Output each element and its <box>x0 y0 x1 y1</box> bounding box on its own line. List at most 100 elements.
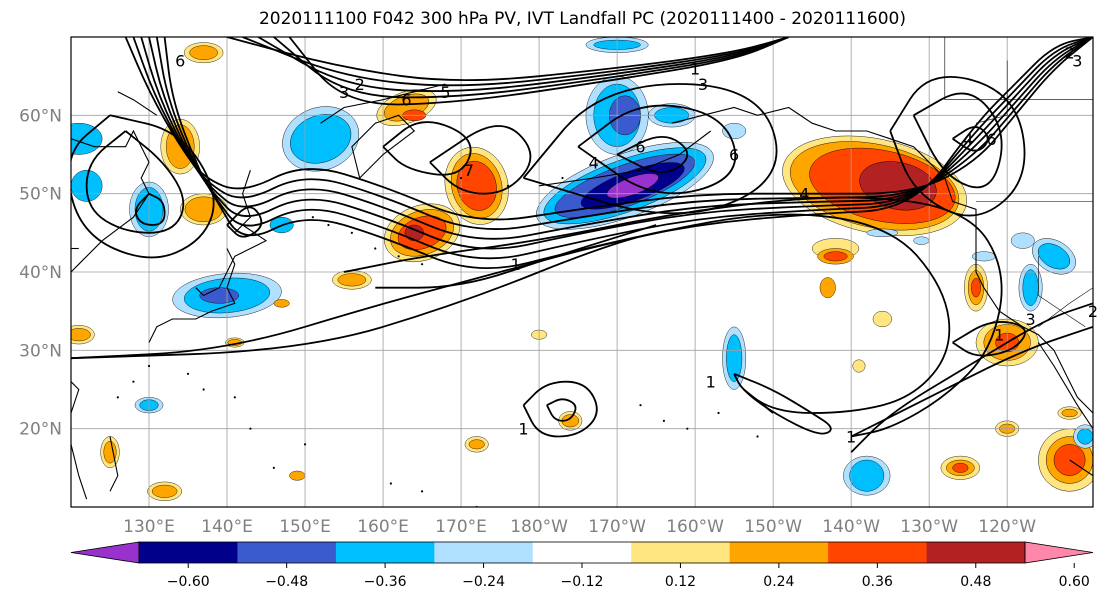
island <box>147 364 151 368</box>
x-tick-label: 180°W <box>510 517 568 537</box>
anomaly-fill <box>1061 408 1078 418</box>
anomaly-fill <box>1010 232 1035 249</box>
colorbar-segment <box>828 542 928 563</box>
pv-contour <box>522 380 598 438</box>
anomaly-fill <box>872 310 892 328</box>
island <box>327 223 330 227</box>
coastline <box>351 114 416 179</box>
chart-title: 2020111100 F042 300 hPa PV, IVT Landfall… <box>258 9 906 29</box>
anomaly-fill <box>290 114 352 164</box>
pv-contour <box>71 114 215 259</box>
contour-label: 6 <box>175 52 185 71</box>
island <box>311 216 314 219</box>
contour-label: 3 <box>698 75 708 94</box>
contour-label: 4 <box>799 185 809 204</box>
contour-label: 3 <box>339 83 349 102</box>
colorbar-tick-label: −0.24 <box>462 574 505 590</box>
pv-contour <box>850 325 1093 438</box>
coastline <box>1037 342 1093 430</box>
island <box>116 396 119 399</box>
pv-contour <box>577 104 737 195</box>
coastline <box>242 170 252 226</box>
coastline <box>539 130 712 187</box>
anomaly-fill <box>823 251 848 262</box>
island <box>397 255 400 258</box>
colorbar-tick-label: −0.12 <box>561 574 604 590</box>
x-tick-label: 130°W <box>900 517 958 537</box>
pv-contour <box>71 224 696 360</box>
contour-label: 5 <box>440 83 450 102</box>
island <box>717 411 720 415</box>
pv-contour <box>952 321 1026 357</box>
colorbar-tick-label: −0.60 <box>167 574 210 590</box>
y-tick-label: 50°N <box>19 185 62 205</box>
pv-contour <box>616 136 689 174</box>
anomaly-fill <box>726 334 743 382</box>
colorbar-segment <box>926 542 1026 563</box>
x-tick-label: 140°E <box>201 517 253 537</box>
colorbar-tick-label: 0.36 <box>862 574 893 590</box>
anomaly-fill <box>1053 444 1086 476</box>
contour-label: 2 <box>1088 302 1098 321</box>
contour-label: 1 <box>706 373 716 392</box>
island <box>186 372 190 375</box>
island <box>506 184 509 187</box>
y-tick-label: 30°N <box>19 341 62 361</box>
contour-label: 3 <box>1072 52 1082 71</box>
contour-label: 3 <box>1025 310 1035 329</box>
x-tick-label: 120°W <box>978 517 1036 537</box>
pv-contour <box>257 37 790 92</box>
colorbar-segment <box>631 542 731 563</box>
y-tick-label: 60°N <box>19 106 62 126</box>
island <box>420 490 424 493</box>
island <box>202 388 205 391</box>
anomaly-fill <box>289 470 306 481</box>
island <box>420 263 424 266</box>
anomaly-fill <box>1022 269 1039 306</box>
pv-contour <box>85 130 185 234</box>
colorbar-segment <box>532 542 632 563</box>
pv-contour <box>912 92 1003 189</box>
island <box>350 231 353 234</box>
y-tick-label: 40°N <box>19 263 62 283</box>
pv-contour <box>429 125 532 195</box>
anomaly-fill <box>722 122 747 140</box>
pv-contour <box>733 372 832 435</box>
coastline <box>109 436 119 492</box>
anomaly-fill <box>852 359 866 373</box>
anomaly-fill <box>849 459 885 492</box>
island <box>303 443 307 446</box>
pv-contour <box>850 302 1093 453</box>
anomaly-fill <box>456 160 497 211</box>
island <box>639 404 642 407</box>
anomaly-fill <box>337 273 367 287</box>
anomaly-fill <box>468 439 485 450</box>
contour-label: 6 <box>635 138 645 157</box>
contour-label: 1 <box>846 428 856 447</box>
pv-contour <box>273 37 790 99</box>
x-tick-label: 160°W <box>666 517 724 537</box>
colorbar-segment <box>139 542 238 563</box>
contour-label: 4 <box>963 130 973 149</box>
y-tick-label: 20°N <box>19 420 62 440</box>
contour-label: 4 <box>589 153 599 172</box>
pv-contour <box>288 37 790 106</box>
pv-contour <box>135 192 166 226</box>
colorbar-arrow-left <box>70 541 140 564</box>
map-frame <box>70 36 1094 508</box>
island <box>132 380 135 383</box>
anomaly-fill <box>199 287 239 304</box>
island <box>272 466 275 469</box>
pv-contour <box>522 83 778 215</box>
contour-label: 1 <box>690 59 700 78</box>
pv-contour <box>546 398 577 422</box>
coastline <box>71 129 150 273</box>
pv-contour <box>889 76 1026 217</box>
x-tick-label: 140°W <box>822 517 880 537</box>
coastline <box>71 444 88 500</box>
coastline <box>71 381 80 414</box>
island <box>233 396 236 399</box>
x-tick-label: 130°E <box>123 517 175 537</box>
anomaly-fill <box>273 299 290 308</box>
anomaly-fill <box>913 236 930 245</box>
